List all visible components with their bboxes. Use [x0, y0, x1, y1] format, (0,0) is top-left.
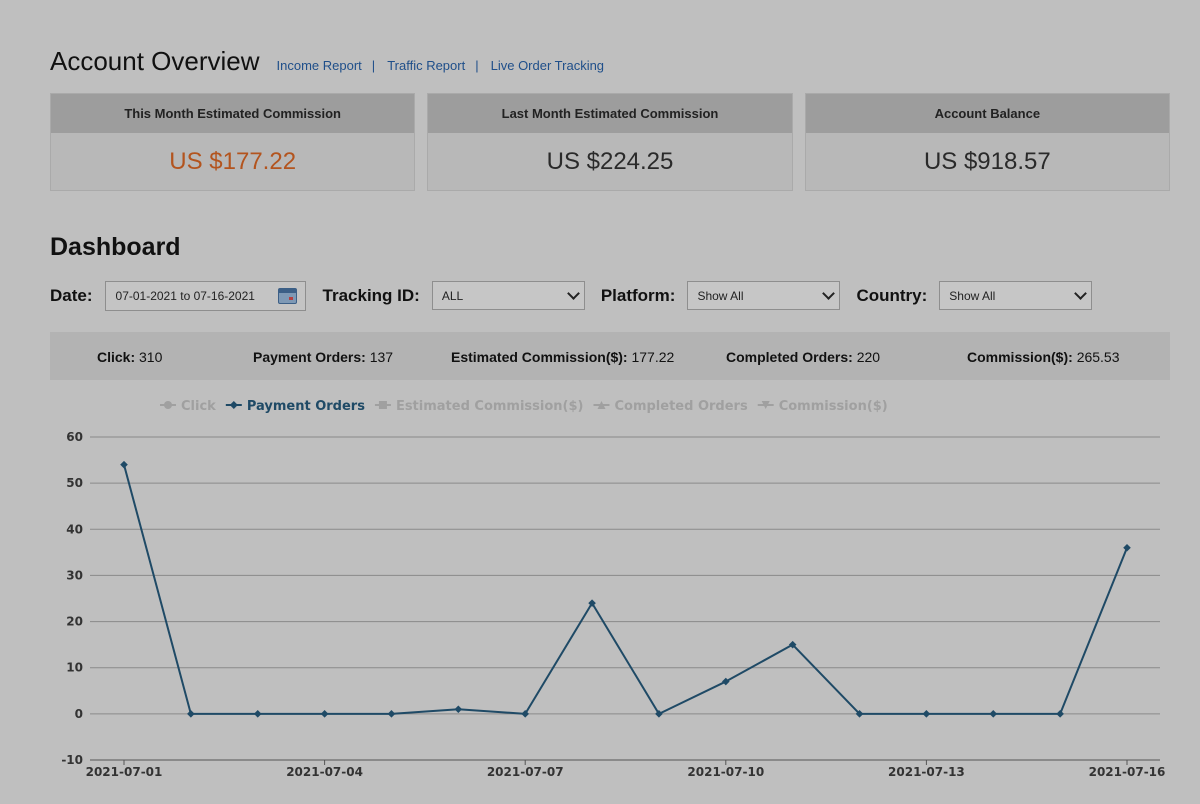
stat-click: Click: 310: [97, 349, 162, 365]
data-point[interactable]: [454, 705, 463, 714]
stats-summary-bar: Click: 310 Payment Orders: 137 Estimated…: [50, 332, 1170, 380]
stat-label: Completed Orders:: [726, 349, 853, 365]
y-tick-label: 10: [66, 661, 83, 675]
stat-payment-orders: Payment Orders: 137: [253, 349, 393, 365]
account-balance-card: Account Balance US $918.57: [804, 93, 1170, 191]
chevron-down-icon: [822, 286, 836, 300]
chevron-down-icon: [566, 286, 580, 300]
tracking-id-select[interactable]: ALL: [431, 281, 585, 310]
x-tick-label: 2021-07-10: [687, 765, 764, 779]
y-tick-label: 30: [66, 568, 83, 582]
card-label: This Month Estimated Commission: [51, 94, 415, 133]
overview-links: Income Report | Traffic Report | Live Or…: [277, 58, 605, 73]
y-tick-label: -10: [61, 753, 83, 767]
data-point[interactable]: [989, 710, 998, 718]
income-report-link[interactable]: Income Report: [276, 58, 362, 73]
x-tick-label: 2021-07-13: [888, 765, 965, 779]
last-month-commission-card: Last Month Estimated Commission US $224.…: [427, 93, 793, 191]
data-point[interactable]: [320, 710, 329, 718]
stat-label: Click:: [97, 349, 136, 365]
card-value: US $177.22: [169, 148, 297, 175]
tracking-id-value: ALL: [441, 288, 464, 303]
line-chart-svg: -10 0 10 20 30 40 50 60 2021-07-01 2021-07-04 2021…: [61, 399, 1166, 779]
legend-triangle-marker[interactable]: [597, 401, 606, 409]
data-point[interactable]: [120, 460, 128, 469]
x-tick-label: 2021-07-04: [286, 765, 363, 779]
stat-value: 310: [139, 349, 163, 365]
stat-label: Payment Orders:: [253, 349, 366, 365]
data-point[interactable]: [387, 710, 396, 718]
stat-commission: Commission($): 265.53: [967, 349, 1120, 365]
country-value: Show All: [949, 288, 996, 303]
y-tick-label: 50: [66, 476, 83, 490]
data-point[interactable]: [1123, 543, 1131, 552]
stat-label: Estimated Commission($):: [451, 349, 628, 365]
data-point[interactable]: [187, 710, 195, 718]
legend-item-label[interactable]: Payment Orders: [247, 399, 365, 414]
legend-square-marker[interactable]: [378, 401, 387, 409]
data-point[interactable]: [521, 710, 529, 718]
payment-orders-chart: -10 0 10 20 30 40 50 60 2021-07-01 2021-07-04 2021…: [50, 390, 1170, 790]
stat-value: 220: [856, 349, 881, 365]
live-order-tracking-link[interactable]: Live Order Tracking: [490, 58, 605, 73]
legend-item-label[interactable]: Commission($): [779, 399, 888, 414]
chevron-down-icon: [1074, 286, 1088, 300]
stat-value: 177.22: [631, 349, 675, 365]
data-point[interactable]: [788, 640, 797, 649]
traffic-report-link[interactable]: Traffic Report: [387, 58, 466, 73]
data-point[interactable]: [253, 710, 262, 718]
platform-select[interactable]: Show All: [687, 281, 841, 310]
account-overview-header: Account Overview Income Report | Traffic…: [50, 46, 604, 77]
summary-cards: This Month Estimated Commission US $177.…: [50, 93, 1170, 191]
date-label: Date:: [50, 285, 93, 305]
legend-item-label[interactable]: Click: [181, 399, 216, 414]
data-point[interactable]: [922, 710, 931, 718]
x-tick-label: 2021-07-16: [1089, 765, 1166, 779]
stat-estimated-commission: Estimated Commission($): 177.22: [451, 349, 674, 365]
platform-value: Show All: [697, 288, 744, 303]
dashboard-title: Dashboard: [50, 233, 181, 261]
stat-completed-orders: Completed Orders: 220: [726, 349, 880, 365]
card-label: Account Balance: [805, 94, 1169, 133]
data-point[interactable]: [655, 710, 663, 718]
filter-bar: Date: 07-01-2021 to 07-16-2021 Tracking …: [50, 280, 1093, 311]
date-range-input[interactable]: 07-01-2021 to 07-16-2021: [104, 280, 306, 311]
tracking-id-label: Tracking ID:: [322, 285, 420, 305]
y-tick-label: 60: [66, 430, 83, 444]
card-value: US $918.57: [923, 148, 1051, 175]
card-label: Last Month Estimated Commission: [428, 94, 792, 133]
x-tick-label: 2021-07-07: [487, 765, 564, 779]
date-range-value: 07-01-2021 to 07-16-2021: [115, 288, 255, 303]
legend-diamond-marker[interactable]: [229, 401, 238, 409]
data-point[interactable]: [1056, 710, 1064, 718]
legend-item-label[interactable]: Estimated Commission($): [396, 399, 584, 414]
data-point[interactable]: [588, 599, 596, 607]
legend-circle-marker[interactable]: [164, 401, 172, 409]
stat-value: 265.53: [1076, 349, 1120, 365]
stat-label: Commission($):: [967, 349, 1073, 365]
card-value: US $224.25: [546, 148, 674, 175]
legend-triangle-down-marker[interactable]: [761, 401, 770, 409]
legend-item-label[interactable]: Completed Orders: [614, 399, 747, 414]
country-select[interactable]: Show All: [939, 281, 1093, 310]
page-title: Account Overview: [50, 46, 260, 76]
platform-label: Platform:: [600, 285, 676, 305]
link-separator: |: [371, 58, 376, 73]
x-tick-label: 2021-07-01: [86, 765, 163, 779]
y-tick-label: 0: [75, 707, 83, 721]
series-line-payment-orders: [123, 464, 1128, 715]
data-point[interactable]: [722, 677, 730, 686]
country-label: Country:: [856, 285, 928, 305]
y-tick-label: 40: [66, 522, 83, 536]
calendar-icon[interactable]: [277, 287, 297, 304]
data-point[interactable]: [855, 710, 864, 718]
stat-value: 137: [369, 349, 394, 365]
y-tick-label: 20: [66, 615, 83, 629]
this-month-commission-card: This Month Estimated Commission US $177.…: [50, 93, 416, 191]
link-separator: |: [475, 58, 479, 73]
